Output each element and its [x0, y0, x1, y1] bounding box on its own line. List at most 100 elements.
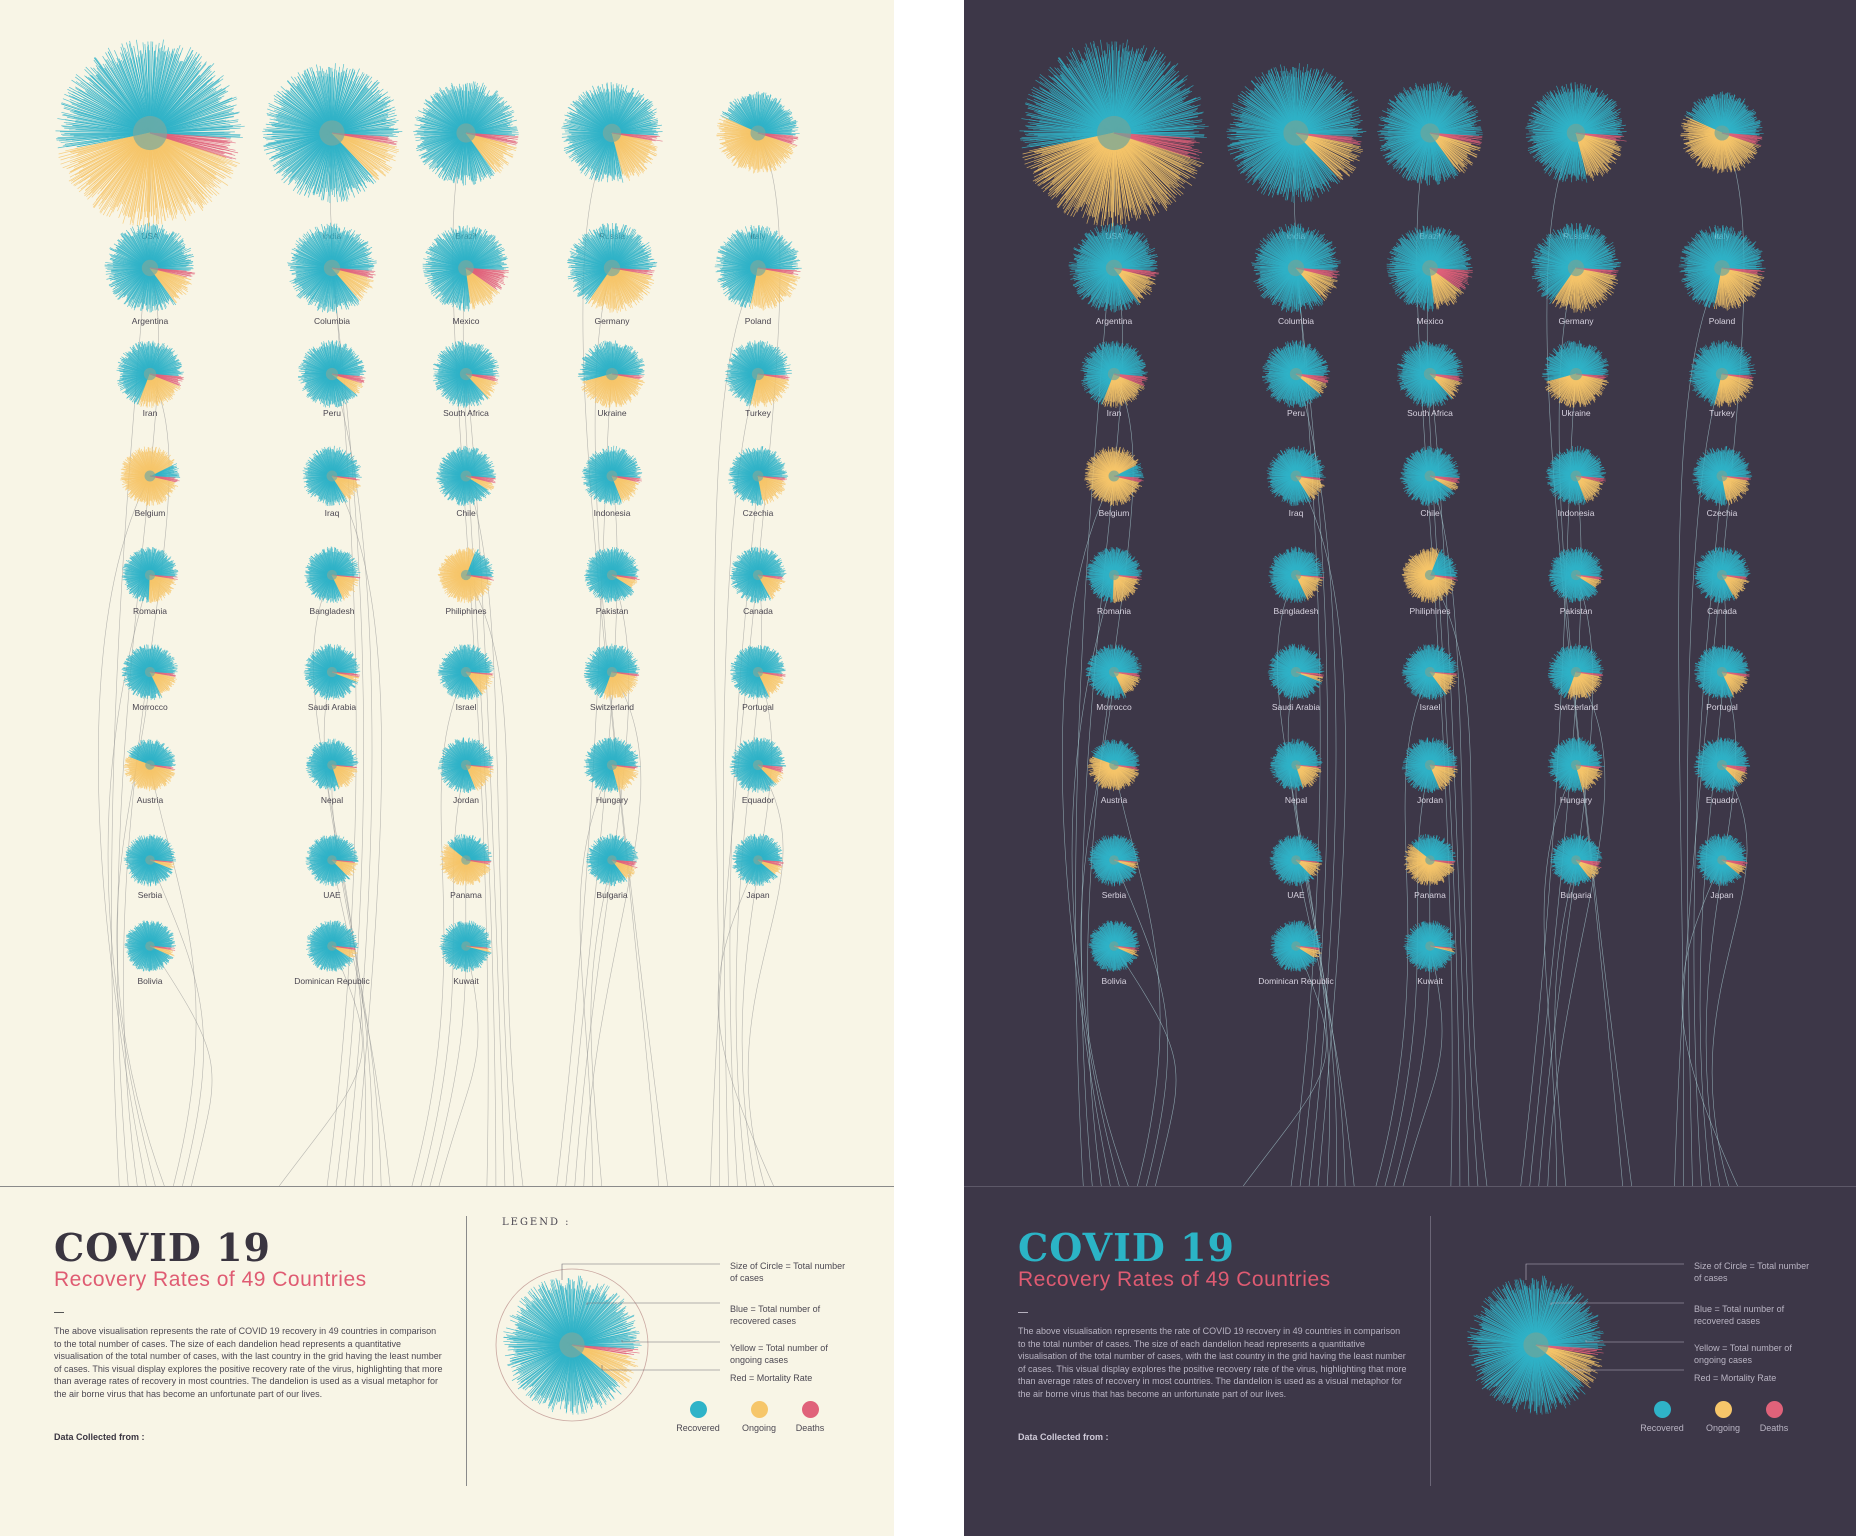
- dandelion-nepal: [1269, 738, 1323, 792]
- dandelion-panama: [439, 833, 493, 886]
- dandelion-morrocco: [1085, 644, 1142, 701]
- dandelion-iran: [1080, 340, 1148, 408]
- dandelion-poland: [1678, 224, 1766, 311]
- country-label: Portugal: [742, 702, 774, 712]
- dark-panel: USAIndiaBrazilRussiaItalyArgentinaColumb…: [964, 0, 1856, 1536]
- country-label: Ukraine: [597, 408, 627, 418]
- stem-israel: [1375, 671, 1431, 1186]
- stem-morrocco: [1080, 671, 1129, 1186]
- dandelion-hungary: [583, 737, 641, 793]
- legend-size-note: Size of Circle = Total number of cases: [1694, 1260, 1814, 1284]
- country-label: Belgium: [1099, 508, 1130, 518]
- country-label: Equador: [742, 795, 774, 805]
- horizontal-divider: [0, 1186, 894, 1187]
- country-label: Czechia: [1707, 508, 1738, 518]
- ongoing-key-label: Ongoing: [729, 1423, 789, 1433]
- country-label: Peru: [323, 408, 341, 418]
- country-label: Dominican Republic: [1258, 976, 1334, 986]
- page-title: COVID 19: [54, 1225, 271, 1270]
- country-label: Equador: [1706, 795, 1738, 805]
- country-label: Japan: [1710, 890, 1733, 900]
- dandelion-chart-light: USAIndiaBrazilRussiaItalyArgentinaColumb…: [55, 39, 802, 1186]
- country-label: Germany: [1559, 316, 1595, 326]
- dandelion-switzerland: [1547, 643, 1604, 700]
- country-label: Morrocco: [1096, 702, 1132, 712]
- stem-japan: [717, 859, 774, 1186]
- dandelion-bulgaria: [1550, 833, 1603, 887]
- stem-austria: [1113, 764, 1161, 1186]
- country-label: UAE: [1287, 890, 1305, 900]
- country-label: Romania: [133, 606, 167, 616]
- stems: [1062, 132, 1748, 1186]
- country-label: Switzerland: [590, 702, 634, 712]
- stem-belgium: [1062, 475, 1115, 1186]
- recovered-key-dot: [1654, 1401, 1671, 1418]
- country-label: Columbia: [1278, 316, 1314, 326]
- stem-turkey: [722, 373, 759, 1186]
- country-label: Bangladesh: [1274, 606, 1319, 616]
- stem-israel: [411, 671, 467, 1186]
- country-label: Iran: [143, 408, 158, 418]
- legend-leader-line: [586, 1302, 720, 1305]
- dandelion-israel: [437, 644, 495, 700]
- stem-peru: [1295, 373, 1337, 1186]
- country-label: Poland: [745, 316, 772, 326]
- country-label: Iraq: [325, 508, 340, 518]
- country-label: Israel: [1420, 702, 1441, 712]
- dandelion-philiphines: [437, 547, 494, 604]
- country-label: Portugal: [1706, 702, 1738, 712]
- country-label: Panama: [450, 890, 482, 900]
- dandelion-serbia: [123, 834, 176, 887]
- stem-equador: [747, 764, 784, 1186]
- stem-mexico: [1426, 267, 1461, 1186]
- dandelion-portugal: [1694, 645, 1750, 700]
- dandelion-panama: [1403, 833, 1457, 886]
- dandelion-saudi-arabia: [303, 643, 361, 701]
- dandelion-dominican-republic: [1270, 920, 1323, 972]
- stem-morrocco: [116, 671, 165, 1186]
- stem-india: [1290, 132, 1321, 1186]
- country-label: Argentina: [132, 316, 169, 326]
- country-label: Dominican Republic: [294, 976, 370, 986]
- country-label: Israel: [456, 702, 477, 712]
- stem-iraq: [331, 475, 382, 1186]
- dandelion-usa: [55, 39, 245, 227]
- dandelion-chile: [435, 445, 497, 507]
- country-label: Iraq: [1289, 508, 1304, 518]
- stem-chile: [465, 475, 515, 1186]
- country-label: USA: [141, 231, 159, 241]
- dandelion-russia: [561, 82, 663, 183]
- dandelion-czechia: [1691, 446, 1753, 506]
- stem-kuwait: [1402, 945, 1443, 1186]
- dandelion-switzerland: [583, 643, 640, 700]
- stem-austria: [149, 764, 197, 1186]
- legend-leader-line: [621, 1340, 720, 1343]
- ongoing-key-dot: [1715, 1401, 1732, 1418]
- country-label: Mexico: [453, 316, 480, 326]
- dandelion-uae: [1269, 834, 1323, 887]
- country-label: Mexico: [1417, 316, 1444, 326]
- stem-hungary: [579, 764, 613, 1186]
- country-label: Kuwait: [453, 976, 479, 986]
- stem-poland: [714, 267, 759, 1186]
- dandelion-iraq: [302, 445, 362, 507]
- stem-columbia: [1295, 267, 1328, 1186]
- country-label: USA: [1105, 231, 1123, 241]
- stem-romania: [107, 574, 156, 1186]
- country-label: Peru: [1287, 408, 1305, 418]
- stem-hungary: [1543, 764, 1577, 1186]
- stem-belgium: [98, 475, 151, 1186]
- dandelion-romania: [121, 546, 179, 604]
- dandelion-serbia: [1087, 834, 1140, 887]
- stem-brazil: [452, 132, 489, 1186]
- dandelion-germany: [567, 223, 658, 314]
- stem-columbia: [331, 267, 364, 1186]
- stem-panama: [429, 859, 467, 1186]
- dandelion-chile: [1399, 445, 1461, 507]
- dandelion-nepal: [305, 738, 359, 792]
- country-label: Indonesia: [594, 508, 631, 518]
- country-label: Canada: [1707, 606, 1737, 616]
- dandelion-germany: [1531, 223, 1622, 314]
- dandelion-pakistan: [584, 546, 640, 603]
- stem-romania: [1071, 574, 1120, 1186]
